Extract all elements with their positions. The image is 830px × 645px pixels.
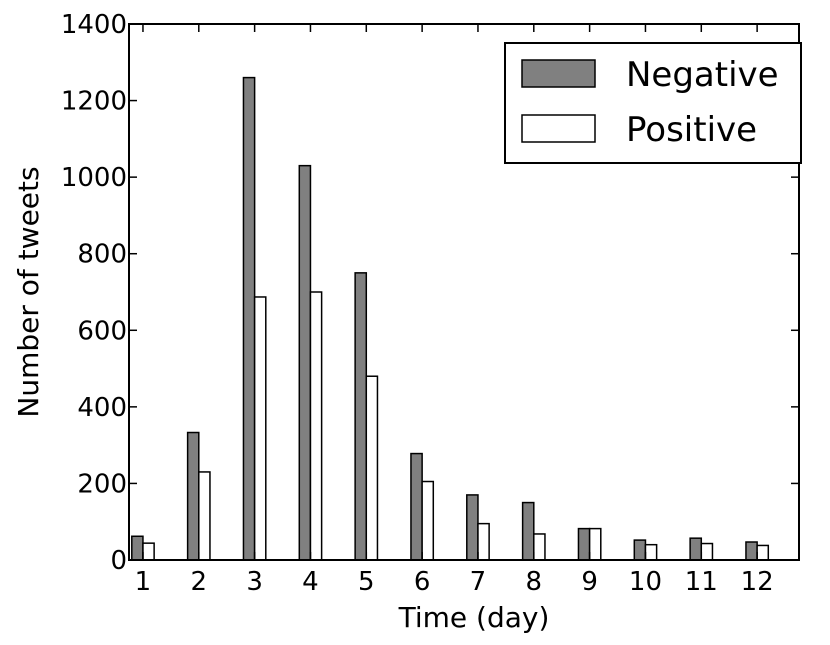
x-tick-labels: 1 2 3 4 5 6 7 8 9 10 11 12 [135,567,774,597]
legend-swatch-negative [521,59,596,88]
bar-positive-day-1 [142,542,155,561]
x-tick-label: 4 [302,567,319,597]
bar-negative-day-4 [298,164,312,561]
legend-label-positive: Positive [626,110,757,150]
plot-frame [128,23,800,561]
bar-negative-day-8 [521,501,535,561]
bar-positive-day-9 [588,527,602,561]
bar-negative-day-12 [745,541,758,561]
legend: Negative Positive [504,42,802,164]
y-tick-label: 400 [77,393,127,423]
x-tick-label: 8 [526,567,543,597]
bar-positive-day-4 [309,291,323,561]
bar-negative-day-7 [466,494,479,561]
x-tick-label: 2 [191,567,208,597]
y-tick-label: 0 [110,546,127,576]
bar-positive-day-5 [365,375,379,561]
x-axis-label: Time (day) [398,601,550,634]
bar-negative-day-11 [689,537,703,561]
bar-negative-day-2 [186,431,200,561]
bar-negative-day-1 [131,535,144,561]
bar-negative-day-10 [633,539,647,561]
bar-positive-day-7 [477,522,490,561]
bar-negative-day-6 [410,452,423,561]
bar-positive-day-6 [421,480,435,561]
bar-positive-day-8 [533,533,546,561]
y-tick-label: 1400 [61,10,127,40]
bar-positive-day-10 [644,543,658,561]
x-tick-label: 10 [629,567,662,597]
x-tick-label: 1 [135,567,152,597]
y-tick-labels: 0 200 400 600 800 1000 1200 1400 [61,10,127,576]
y-tick-label: 1200 [61,87,127,117]
legend-swatch-positive [521,114,596,143]
bar-negative-day-3 [242,76,256,561]
x-tick-label: 9 [581,567,598,597]
bar-negative-day-9 [577,527,591,561]
legend-label-negative: Negative [626,55,779,95]
y-tick-label: 600 [77,316,127,346]
x-tick-label: 6 [414,567,431,597]
bars-group [131,76,770,561]
x-tick-label: 5 [358,567,375,597]
y-tick-label: 200 [77,469,127,499]
bar-negative-day-5 [354,272,368,561]
x-tick-label: 11 [685,567,718,597]
y-tick-label: 1000 [61,163,127,193]
y-axis-label: Number of tweets [12,166,45,417]
bar-positive-day-2 [198,471,211,561]
x-tick-label: 7 [470,567,487,597]
x-tick-label: 12 [741,567,774,597]
bar-positive-day-11 [700,542,714,561]
y-tick-label: 800 [77,240,127,270]
x-tick-label: 3 [246,567,263,597]
ticks-group [129,23,799,561]
bar-positive-day-3 [253,296,267,561]
bar-positive-day-12 [756,544,770,561]
